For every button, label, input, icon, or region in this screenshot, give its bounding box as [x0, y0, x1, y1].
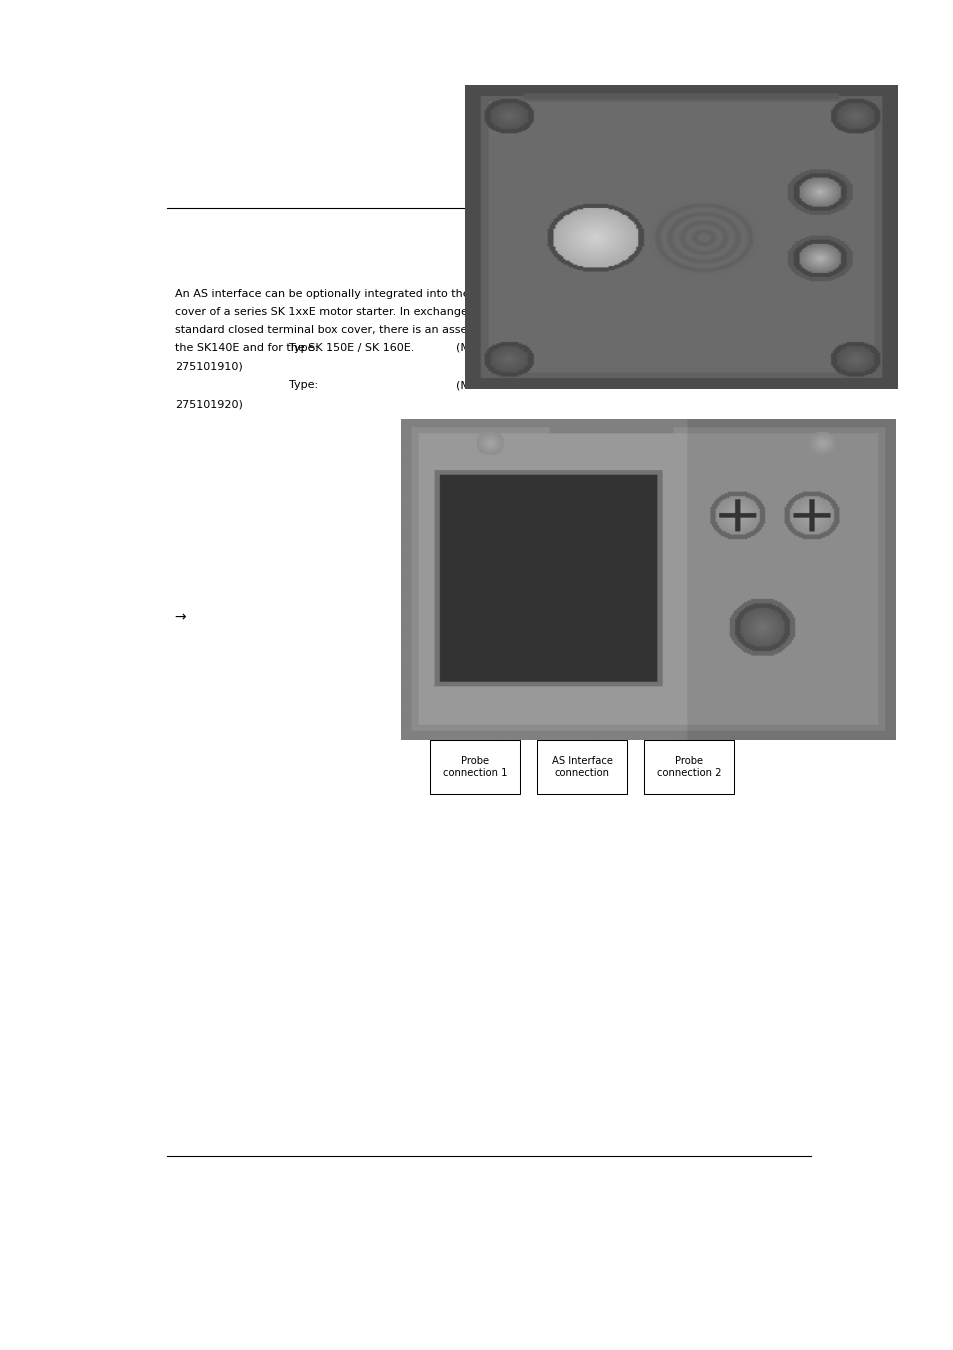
Text: (Mat.    No.:: (Mat. No.: — [456, 343, 520, 352]
Text: →: → — [174, 610, 186, 624]
FancyBboxPatch shape — [590, 470, 680, 524]
Text: standard closed terminal box cover, there is an assembly for: standard closed terminal box cover, ther… — [174, 325, 513, 335]
Text: 275101910): 275101910) — [174, 362, 242, 371]
FancyBboxPatch shape — [429, 740, 519, 794]
FancyBboxPatch shape — [702, 470, 793, 524]
Text: the SK140E and for the SK 150E / SK 160E.: the SK140E and for the SK 150E / SK 160E… — [174, 343, 414, 354]
Text: Probe
connection 2: Probe connection 2 — [603, 486, 668, 508]
Text: (Mat.    No.:: (Mat. No.: — [456, 381, 520, 390]
Text: Type:: Type: — [289, 381, 318, 390]
Text: Probe
connection 1: Probe connection 1 — [716, 486, 780, 508]
Text: cover of a series SK 1xxE motor starter. In exchange for the: cover of a series SK 1xxE motor starter.… — [174, 306, 508, 317]
Text: AS Interface
connection: AS Interface connection — [494, 486, 555, 508]
Text: 275101920): 275101920) — [174, 400, 242, 409]
Text: AS Interface
connection: AS Interface connection — [551, 756, 612, 778]
Text: An AS interface can be optionally integrated into the housing: An AS interface can be optionally integr… — [174, 289, 517, 298]
Text: Type:: Type: — [289, 343, 318, 352]
Text: Probe
connection 1: Probe connection 1 — [442, 756, 507, 778]
FancyBboxPatch shape — [537, 740, 626, 794]
FancyBboxPatch shape — [478, 470, 569, 524]
FancyBboxPatch shape — [643, 740, 734, 794]
Text: Probe
connection 2: Probe connection 2 — [657, 756, 720, 778]
